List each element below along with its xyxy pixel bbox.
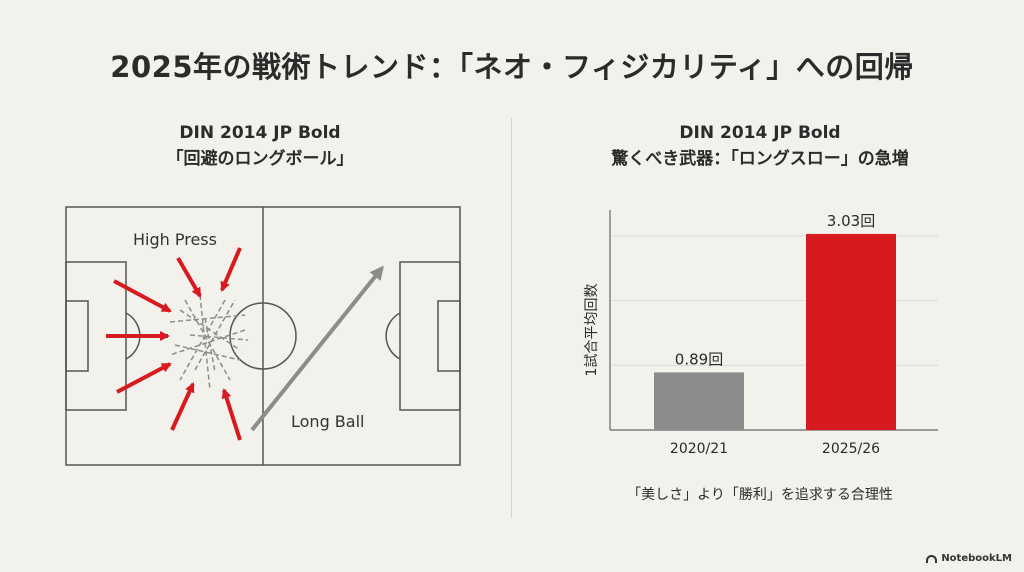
press-arrow-7 — [221, 388, 242, 441]
page-title: 2025年の戦術トレンド：「ネオ・フィジカリティ」への回帰 — [110, 50, 914, 84]
x-tick-label-1: 2020/21 — [670, 441, 728, 457]
press-arrow-6 — [170, 382, 195, 431]
right-heading-line1: DIN 2014 JP Bold — [679, 123, 841, 143]
press-arrow-3 — [116, 362, 172, 394]
pitch-diagram: High Press Long Ball — [65, 206, 461, 466]
long-ball-label: Long Ball — [291, 412, 364, 431]
press-arrow-4 — [176, 256, 202, 298]
right-heading-line2: 驚くべき武器：「ロングスロー」の急増 — [611, 149, 909, 169]
pass-lines — [169, 294, 249, 391]
bar-1 — [654, 372, 744, 430]
brand-name: NotebookLM — [941, 553, 1012, 564]
data-label-2: 3.03回 — [827, 212, 875, 230]
notebooklm-icon — [926, 554, 938, 563]
chart-footnote: 「美しさ」より「勝利」を追求する合理性 — [627, 487, 893, 503]
high-press-label: High Press — [133, 230, 217, 249]
pitch-lines — [65, 206, 461, 466]
high-press-arrows — [106, 247, 242, 441]
data-label-1: 0.89回 — [675, 350, 723, 368]
y-axis-label: 1試合平均回数 — [584, 284, 600, 377]
left-heading-line2: 「回避のロングボール」 — [166, 149, 354, 169]
press-arrow-1 — [113, 279, 172, 313]
long-ball-arrow — [250, 265, 384, 432]
x-tick-label-2: 2025/26 — [822, 441, 880, 457]
brand-logo: NotebookLM — [926, 553, 1012, 564]
press-arrow-5 — [220, 247, 242, 292]
bar-2 — [806, 233, 896, 430]
panel-divider — [511, 118, 512, 518]
left-panel-heading: DIN 2014 JP Bold 「回避のロングボール」 — [60, 120, 460, 172]
left-heading-line1: DIN 2014 JP Bold — [179, 123, 341, 143]
right-panel-heading: DIN 2014 JP Bold 驚くべき武器：「ロングスロー」の急増 — [560, 120, 960, 172]
